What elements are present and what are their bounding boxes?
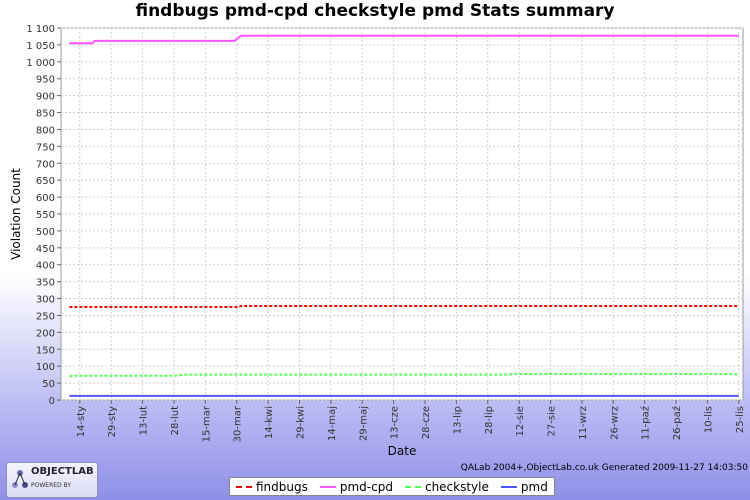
x-tick-label: 14-kwi [264,406,275,439]
legend-item-findbugs: findbugs [236,480,308,494]
y-tick-label: 750 [36,142,55,153]
y-tick-label: 1 050 [26,41,55,52]
series-layer [69,34,739,397]
legend-item-pmd-cpd: pmd-cpd [319,479,393,494]
y-tick-label: 450 [36,244,55,255]
x-tick-label: 30-mar [233,405,244,442]
legend-label: pmd-cpd [339,479,393,494]
legend-swatch [404,485,421,488]
y-tick-label: 350 [36,278,55,289]
legend-label: findbugs [256,479,308,494]
legend: findbugs pmd-cpd checkstyle pmd [229,477,555,496]
x-tick-label: 27-sie [547,406,558,436]
y-tick-label: 650 [36,176,55,187]
objectlab-logo: OBJECTLAB POWERED BY [6,462,98,498]
y-tick-label: 550 [36,210,55,221]
legend-label: pmd [520,479,548,494]
chart-title: findbugs pmd-cpd checkstyle pmd Stats su… [135,1,615,21]
y-tick-label: 500 [36,227,55,238]
legend-item-pmd: pmd [500,479,548,494]
x-tick-label: 12-sie [515,406,526,436]
x-tick-label: 13-lut [139,406,150,435]
x-tick-label: 28-cze [421,406,432,439]
logo-molecule-icon [12,470,28,488]
x-tick-label: 13-lip [452,406,463,434]
logo-tagline: POWERED BY [31,482,72,489]
y-tick-label: 900 [36,92,55,103]
generated-footer: QALab 2004+,ObjectLab.co.uk Generated 20… [460,463,748,473]
x-tick-label: 29-sty [107,406,118,437]
x-tick-label: 29-maj [358,406,369,441]
y-tick-label: 800 [36,125,55,136]
series-line-findbugs [69,305,739,308]
legend-swatch [500,485,517,488]
y-tick-label: 100 [36,362,55,373]
x-axis: 14-sty 29-sty 13-lut 28-lut 15-mar 30-mar 14-k… [76,400,746,442]
x-tick-label: 28-lip [484,406,495,434]
y-axis: 0 50 100 150 200 250 300 350 400 450 500 550 600 650 7… [26,24,61,407]
y-tick-label: 600 [36,193,55,204]
series-line-pmd-cpd [69,34,739,45]
x-tick-label: 28-lut [170,406,181,435]
y-tick-label: 850 [36,109,55,120]
y-axis-title: Violation Count [9,168,23,260]
series-line-checkstyle [69,373,739,378]
legend-swatch [236,485,252,488]
x-tick-label: 25-lis [735,406,746,433]
x-tick-label: 29-kwi [295,406,306,439]
x-tick-label: 14-sty [76,406,87,437]
x-tick-label: 11-paź [640,406,652,440]
y-tick-label: 0 [49,396,55,407]
y-tick-label: 950 [36,75,55,86]
legend-swatch [319,485,336,488]
y-tick-label: 150 [36,345,55,356]
y-tick-label: 400 [36,261,55,272]
x-tick-label: 26-wrz [609,406,620,440]
x-tick-label: 13-cze [390,406,401,439]
x-tick-label: 10-lis [703,406,714,433]
legend-label: checkstyle [424,479,489,494]
x-tick-label: 26-paź [671,406,683,440]
y-tick-label: 1 000 [26,58,55,69]
logo-name: OBJECTLAB [31,466,94,477]
y-tick-label: 250 [36,311,55,322]
y-tick-label: 300 [36,295,55,306]
x-tick-label: 14-maj [327,406,338,441]
y-tick-label: 700 [36,159,55,170]
legend-item-checkstyle: checkstyle [404,479,489,494]
x-tick-label: 11-wrz [578,406,589,440]
y-tick-label: 1 100 [26,24,55,35]
y-tick-label: 50 [42,379,55,390]
y-tick-label: 200 [36,328,55,339]
grid [61,27,743,401]
x-axis-title: Date [388,444,417,458]
x-tick-label: 15-mar [201,405,212,442]
